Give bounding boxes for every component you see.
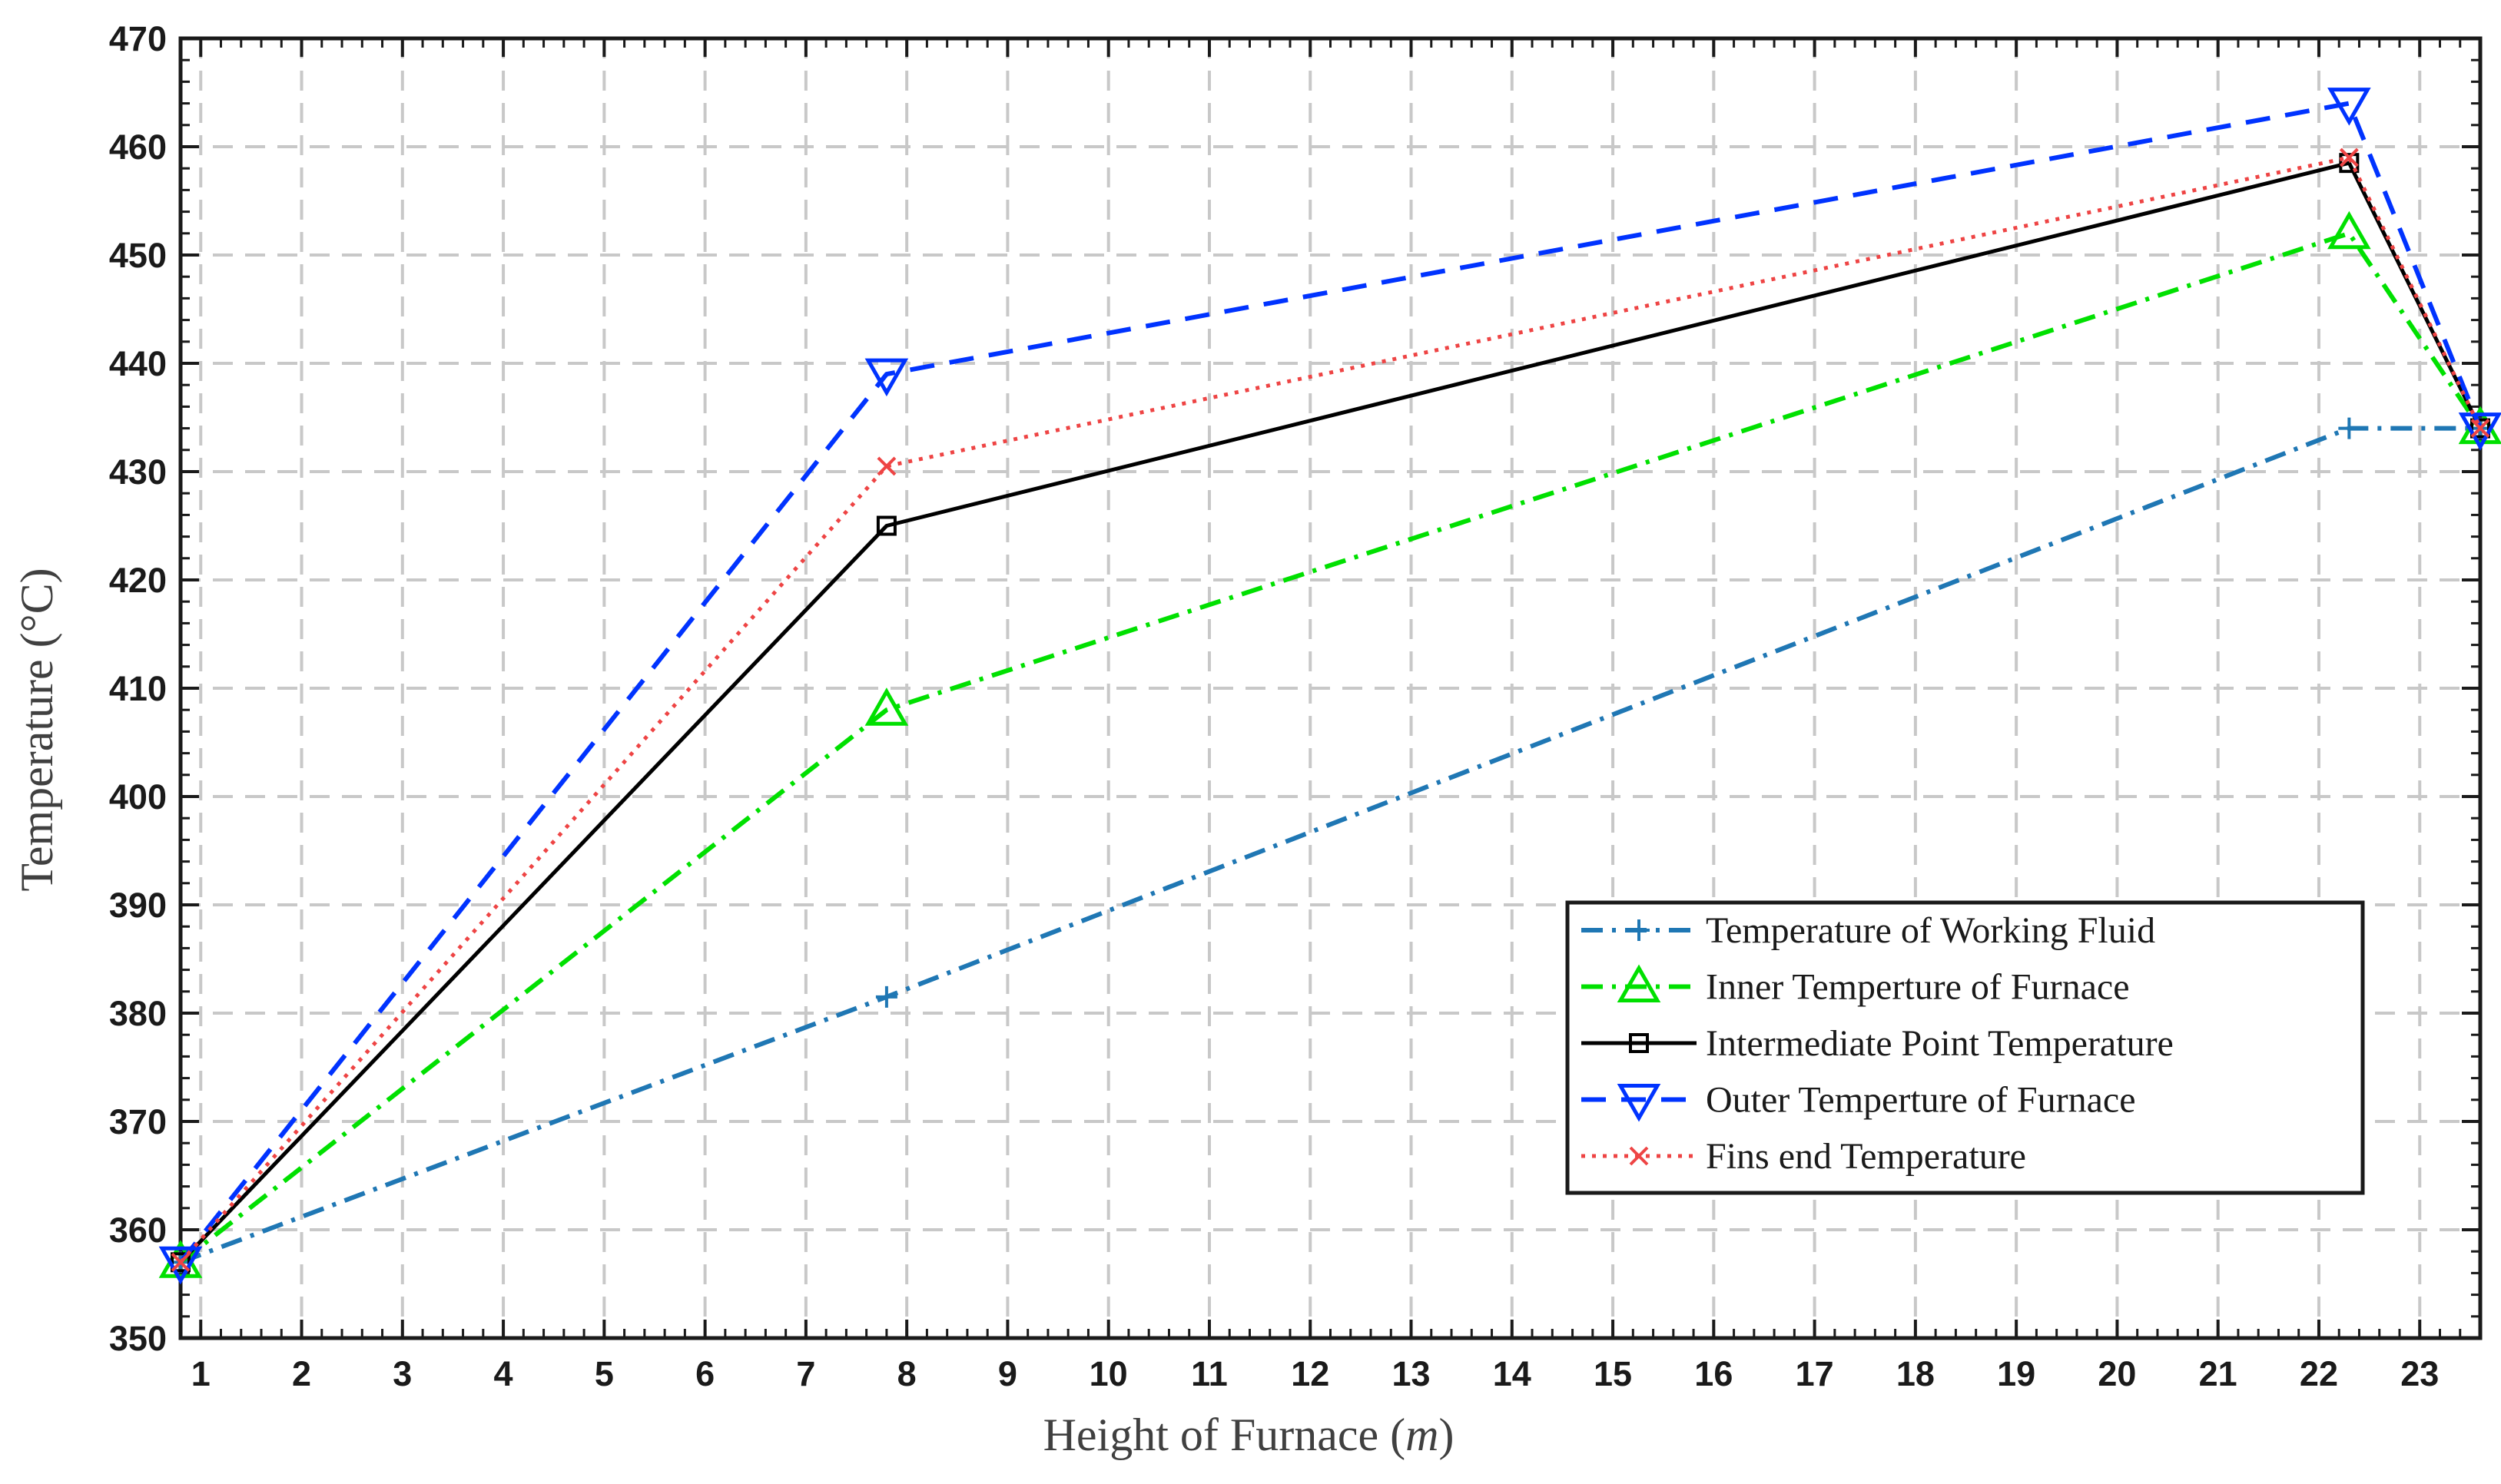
- x-tick-label: 9: [998, 1354, 1017, 1393]
- y-tick-label: 360: [109, 1211, 167, 1250]
- data-point: [2458, 412, 2501, 451]
- y-axis-title: Temperature (°C): [12, 568, 62, 891]
- legend-item: Intermediate Point Temperature: [1581, 1023, 2174, 1064]
- x-tick-label: 17: [1796, 1354, 1834, 1393]
- x-tick-label: 16: [1694, 1354, 1733, 1393]
- x-tick-label: 15: [1594, 1354, 1632, 1393]
- data-point: [2327, 210, 2371, 250]
- y-tick-label: 370: [109, 1102, 167, 1141]
- x-tick-label: 21: [2199, 1354, 2237, 1393]
- x-tick-label: 11: [1191, 1354, 1228, 1393]
- x-tick-label: 19: [1997, 1354, 2035, 1393]
- x-tick-label: 18: [1896, 1354, 1935, 1393]
- x-tick-label: 13: [1391, 1354, 1430, 1393]
- series-4: [158, 88, 2501, 1285]
- legend-box: [1565, 900, 2365, 1195]
- data-point: [877, 456, 897, 476]
- x-tick-label: 1: [191, 1354, 211, 1393]
- y-tick-label: 470: [109, 19, 167, 58]
- x-tick-label: 8: [897, 1354, 917, 1393]
- x-tick-label: 6: [695, 1354, 715, 1393]
- y-tick-label: 430: [109, 452, 167, 492]
- y-tick-label: 420: [109, 561, 167, 600]
- legend: Temperature of Working Fluid Inner Temper…: [1565, 900, 2365, 1195]
- legend-item: Outer Temperture of Furnace: [1581, 1080, 2136, 1122]
- x-tick-label: 3: [393, 1354, 412, 1393]
- series-group: [158, 88, 2501, 1285]
- data-point: [864, 687, 909, 726]
- y-tick-label: 390: [109, 886, 167, 925]
- data-point: [1629, 1146, 1649, 1166]
- data-point: [1629, 1033, 1649, 1053]
- legend-label: Inner Temperture of Furnace: [1706, 967, 2130, 1008]
- y-tick-label: 350: [109, 1319, 167, 1358]
- legend-item: Temperature of Working Fluid: [1581, 910, 2155, 951]
- x-axis-title: Height of Furnace (m): [1043, 1409, 1454, 1460]
- y-tick-label: 440: [109, 344, 167, 383]
- data-point: [2338, 417, 2360, 439]
- x-tick-label: 23: [2400, 1354, 2439, 1393]
- data-point: [2339, 153, 2360, 174]
- data-point: [2327, 88, 2371, 126]
- data-point: [876, 515, 897, 536]
- data-point: [1617, 1084, 1661, 1122]
- x-tick-label: 12: [1291, 1354, 1329, 1393]
- x-tick-label: 2: [292, 1354, 311, 1393]
- x-tick-label: 5: [595, 1354, 614, 1393]
- x-axis-title-text: Height of Furnace: [1043, 1409, 1379, 1460]
- data-point: [158, 1246, 203, 1285]
- series-line: [179, 230, 2483, 1264]
- x-tick-label: 14: [1493, 1354, 1531, 1393]
- legend-label: Temperature of Working Fluid: [1706, 910, 2155, 951]
- data-point: [875, 985, 897, 1008]
- data-point: [864, 358, 909, 397]
- y-tick-label: 460: [109, 128, 167, 167]
- x-tick-label: 22: [2300, 1354, 2338, 1393]
- y-tick-label: 380: [109, 994, 167, 1033]
- data-point: [1617, 964, 1661, 1002]
- y-tick-label: 400: [109, 777, 167, 817]
- axes: 1 2 3 4 5 6 7 8 9 10 11 12 13 14 15 16 17 18 19 20 21 22 23350…: [109, 19, 2483, 1393]
- y-tick-label: 410: [109, 669, 167, 708]
- series-5: [171, 147, 2490, 1272]
- legend-label: Fins end Temperature: [1706, 1136, 2026, 1177]
- x-tick-label: 4: [494, 1354, 513, 1393]
- x-tick-label: 20: [2098, 1354, 2136, 1393]
- legend-label: Outer Temperture of Furnace: [1706, 1080, 2136, 1121]
- data-point: [171, 1252, 191, 1272]
- series-line: [178, 101, 2483, 1264]
- legend-item: Fins end Temperature: [1581, 1136, 2026, 1177]
- data-point: [2470, 419, 2490, 439]
- data-point: [2339, 147, 2359, 167]
- x-tick-label: 7: [796, 1354, 815, 1393]
- x-tick-label: 10: [1090, 1354, 1128, 1393]
- legend-item: Inner Temperture of Furnace: [1581, 964, 2130, 1008]
- y-tick-label: 450: [109, 236, 167, 275]
- series-line: [179, 426, 2480, 1265]
- legend-label: Intermediate Point Temperature: [1706, 1023, 2174, 1064]
- x-axis-unit: m: [1405, 1409, 1438, 1460]
- data-point: [1628, 919, 1650, 941]
